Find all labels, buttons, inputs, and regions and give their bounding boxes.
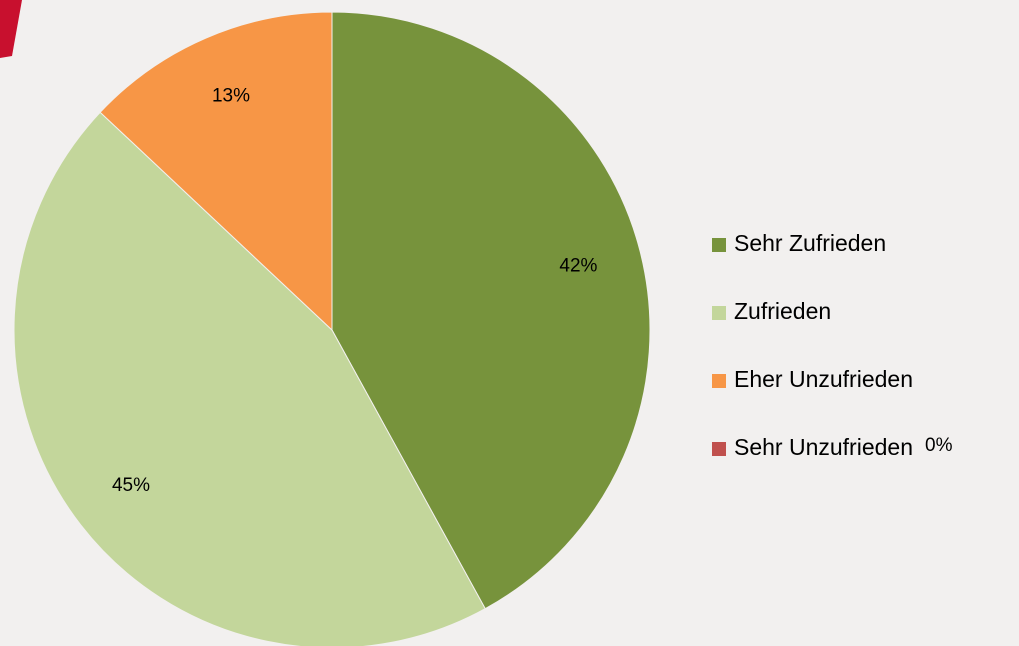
corner-decoration bbox=[0, 0, 22, 58]
legend-label: Sehr Zufrieden bbox=[734, 230, 886, 256]
data-label: 13% bbox=[212, 86, 250, 107]
pie-slice bbox=[331, 11, 651, 610]
pie-slice bbox=[13, 111, 486, 646]
data-label: 42% bbox=[559, 256, 597, 277]
data-label: 45% bbox=[112, 475, 150, 496]
pie-slice bbox=[99, 11, 333, 332]
legend-swatch bbox=[712, 442, 726, 456]
legend-label: Eher Unzufrieden bbox=[734, 366, 913, 392]
legend-swatch bbox=[712, 374, 726, 388]
legend-label: Zufrieden bbox=[734, 298, 831, 324]
data-label: 0% bbox=[925, 435, 953, 456]
legend-swatch bbox=[712, 238, 726, 252]
legend-label: Sehr Unzufrieden bbox=[734, 434, 913, 460]
legend-swatch bbox=[712, 306, 726, 320]
